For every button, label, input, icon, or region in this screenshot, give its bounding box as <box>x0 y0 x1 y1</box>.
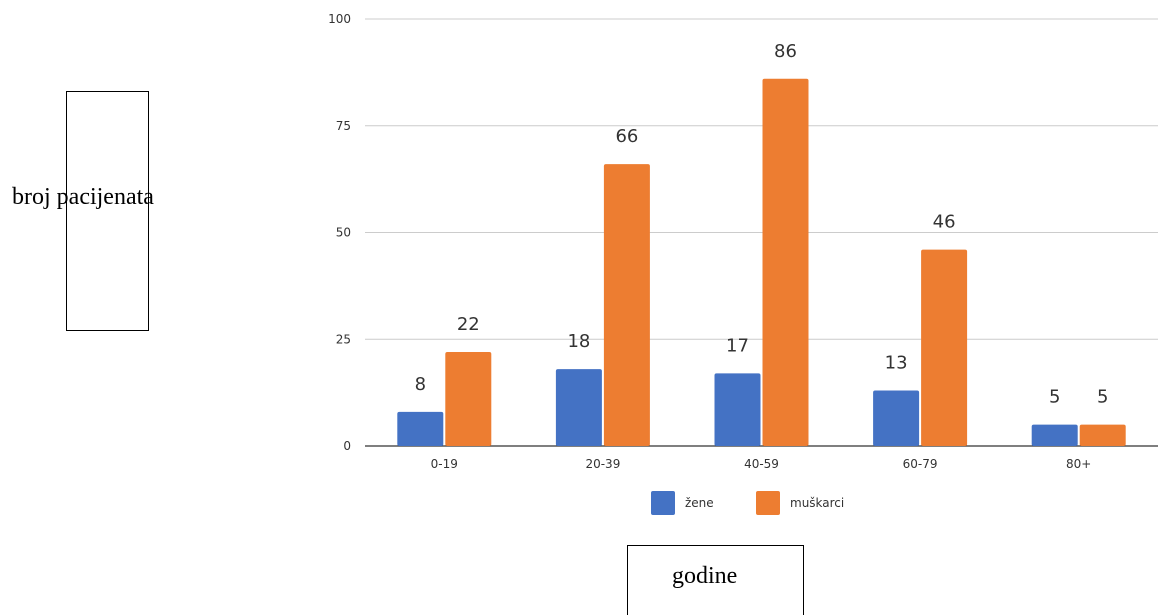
x-axis-label-box <box>627 545 804 615</box>
x-tick-label: 0-19 <box>431 457 458 471</box>
data-label: 17 <box>726 335 749 356</box>
data-label: 66 <box>615 126 638 147</box>
legend-label: žene <box>685 496 714 510</box>
bar-20-39-0 <box>555 369 602 446</box>
data-label: 13 <box>885 352 908 373</box>
bar-20-39-1 <box>603 164 650 446</box>
bar-60-79-0 <box>873 390 920 446</box>
bar-40-59-0 <box>714 373 761 446</box>
bar-0-19-1 <box>445 352 492 446</box>
bars <box>397 78 1126 446</box>
legend-label: muškarci <box>790 496 844 510</box>
y-tick-label: 25 <box>336 332 351 346</box>
x-tick-label: 40-59 <box>744 457 779 471</box>
data-label: 46 <box>933 212 956 233</box>
gridlines <box>365 18 1158 447</box>
data-labels: 8 22 18 66 17 86 13 46 5 5 <box>415 41 1109 408</box>
legend: žene muškarci <box>651 491 844 515</box>
legend-swatch <box>756 491 780 515</box>
data-label: 18 <box>567 331 590 352</box>
data-label: 5 <box>1049 387 1060 408</box>
data-label: 5 <box>1097 387 1108 408</box>
x-tick-label: 80+ <box>1066 457 1091 471</box>
y-tick-label: 100 <box>328 12 351 26</box>
data-label: 86 <box>774 41 797 62</box>
bar-80+-0 <box>1031 424 1078 446</box>
bar-0-19-0 <box>397 411 444 446</box>
x-axis-label: godine <box>672 563 738 589</box>
y-tick-label: 0 <box>343 439 351 453</box>
bar-40-59-1 <box>762 78 809 446</box>
bar-80+-1 <box>1079 424 1126 446</box>
data-label: 8 <box>415 374 426 395</box>
data-label: 22 <box>457 314 480 335</box>
x-tick-label: 60-79 <box>903 457 938 471</box>
y-axis-label: broj pacijenata <box>12 184 154 210</box>
bar-60-79-1 <box>921 249 968 446</box>
y-tick-label: 50 <box>336 226 351 240</box>
y-tick-label: 75 <box>336 119 351 133</box>
legend-swatch <box>651 491 675 515</box>
x-tick-label: 20-39 <box>585 457 620 471</box>
y-tick-labels: 0 25 50 75 100 <box>328 12 351 453</box>
y-axis-label-box <box>66 91 149 331</box>
x-tick-labels: 0-19 20-39 40-59 60-79 80+ <box>431 457 1092 471</box>
